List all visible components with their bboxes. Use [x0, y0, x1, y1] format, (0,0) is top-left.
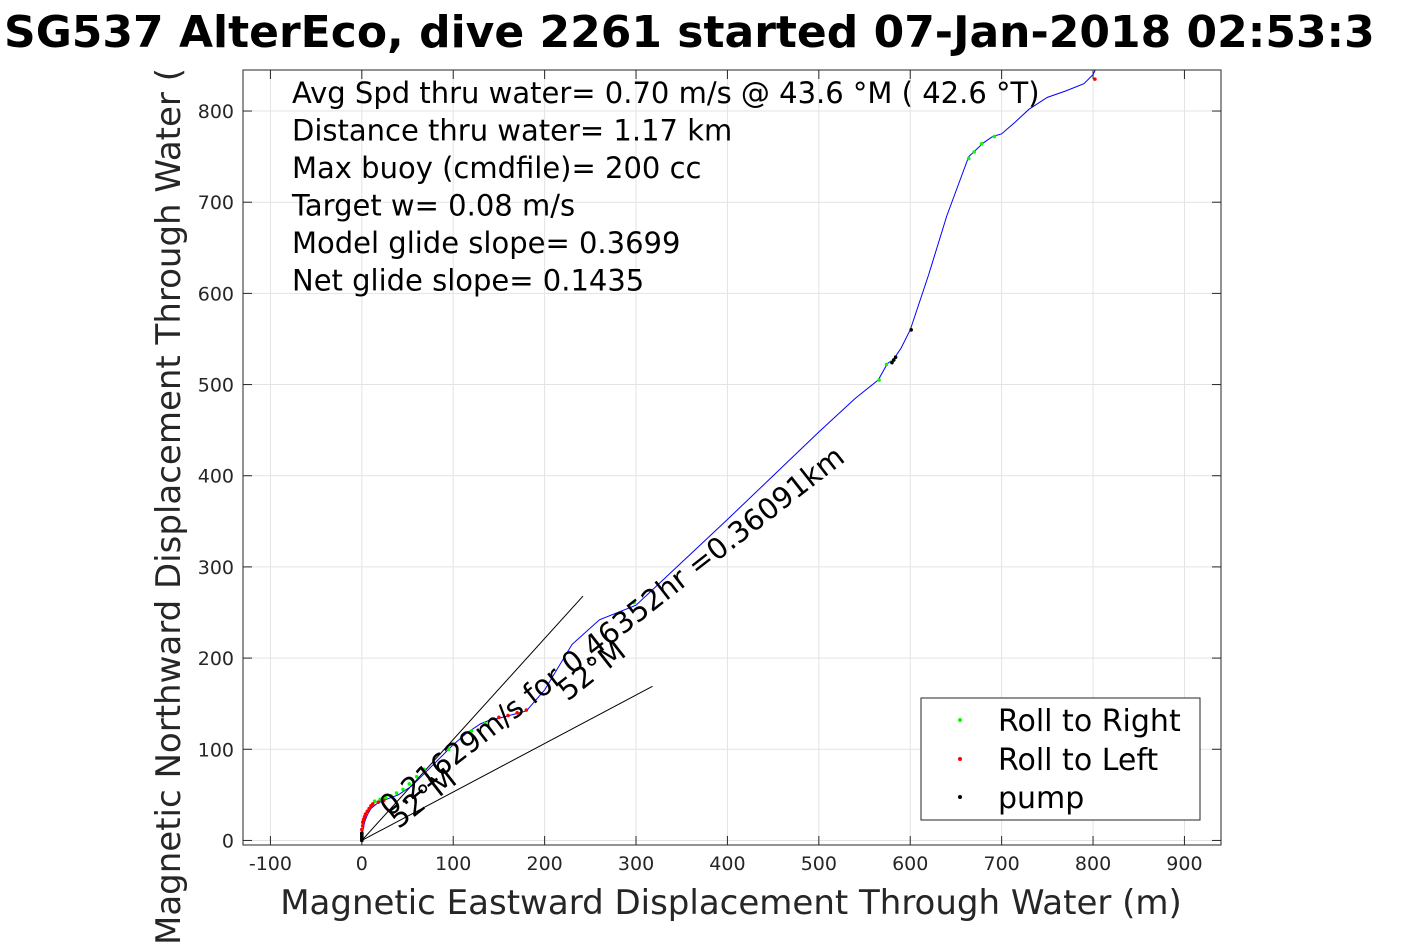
marker-roll-to-right	[483, 721, 488, 726]
y-tick-label: 100	[198, 739, 234, 761]
x-tick-label: -100	[249, 853, 292, 875]
y-tick-label: 700	[198, 192, 234, 214]
marker-roll-to-left	[360, 824, 365, 828]
marker-roll-to-left	[360, 820, 365, 825]
track-line	[361, 70, 1096, 841]
marker-roll-to-right	[884, 362, 889, 367]
legend-marker-pump	[958, 795, 962, 799]
y-tick-label: 500	[198, 375, 234, 397]
info-line-2: Max buoy (cmdfile)= 200 cc	[292, 151, 701, 185]
marker-roll-to-left	[361, 817, 366, 822]
marker-pump	[360, 831, 364, 835]
marker-roll-to-right	[972, 150, 977, 154]
legend: Roll to Right Roll to Left pump	[920, 697, 1201, 821]
info-text-block: Avg Spd thru water= 0.70 m/s @ 43.6 °M (…	[291, 76, 1040, 298]
track-line-group	[361, 70, 1096, 841]
x-tick-label: 0	[356, 853, 368, 875]
x-axis-label: Magnetic Eastward Displacement Through W…	[280, 883, 1182, 923]
y-tick-label: 400	[198, 466, 234, 488]
info-line-0: Avg Spd thru water= 0.70 m/s @ 43.6 °M (…	[292, 76, 1040, 110]
wedge-line-1	[361, 685, 653, 841]
marker-roll-to-left	[365, 809, 370, 814]
y-tick-label: 800	[198, 101, 234, 123]
marker-pump	[891, 358, 896, 362]
info-line-5: Net glide slope= 0.1435	[292, 264, 644, 298]
marker-roll-to-left	[506, 713, 510, 718]
marker-roll-to-left	[497, 715, 501, 720]
roll-pump-markers	[360, 77, 1097, 843]
marker-roll-to-right	[632, 600, 636, 605]
wedge-line-0	[361, 595, 584, 841]
marker-roll-to-right	[414, 774, 419, 779]
info-line-3: Target w= 0.08 m/s	[291, 189, 575, 223]
y-tick-label: 200	[198, 648, 234, 670]
x-tick-label: 600	[892, 853, 928, 875]
marker-roll-to-right	[394, 791, 399, 795]
marker-roll-to-left	[363, 812, 368, 816]
y-tick-label: 0	[222, 830, 234, 852]
legend-label-roll-left: Roll to Left	[998, 743, 1158, 778]
marker-roll-to-right	[372, 799, 377, 804]
x-tick-label: 700	[984, 853, 1020, 875]
marker-pump	[909, 328, 913, 332]
marker-roll-to-right	[422, 767, 426, 772]
marker-roll-to-right	[979, 142, 984, 146]
legend-marker-roll-right	[958, 718, 962, 722]
marker-roll-to-right	[401, 787, 405, 792]
plot-frame	[242, 69, 1222, 846]
legend-label-roll-right: Roll to Right	[998, 704, 1181, 739]
marker-roll-to-left	[370, 802, 375, 806]
marker-roll-to-right	[378, 797, 382, 802]
marker-roll-to-left	[376, 800, 381, 804]
y-tick-label: 600	[198, 283, 234, 305]
marker-roll-to-left	[524, 708, 529, 712]
info-line-4: Model glide slope= 0.3699	[292, 226, 680, 260]
x-axis-ticks: -100 0 100 200 300 400 500 600 700 800 900	[249, 70, 1203, 875]
marker-roll-to-left	[360, 827, 364, 832]
x-tick-label: 800	[1075, 853, 1111, 875]
x-tick-label: 200	[526, 853, 562, 875]
x-tick-label: 100	[435, 853, 471, 875]
legend-label-pump: pump	[998, 781, 1084, 816]
marker-roll-to-left	[362, 814, 367, 819]
chart-title: SG537 AlterEco, dive 2261 started 07-Jan…	[4, 7, 1375, 58]
y-axis-label: Magnetic Northward Displacement Through …	[149, 68, 189, 945]
marker-roll-to-right	[877, 378, 881, 382]
marker-pump	[893, 355, 898, 360]
marker-roll-to-left	[367, 806, 371, 811]
legend-marker-roll-left	[958, 757, 962, 761]
x-tick-label: 900	[1166, 853, 1202, 875]
x-tick-label: 400	[709, 853, 745, 875]
direction-wedge-lines	[361, 595, 653, 841]
legend-box	[920, 697, 1201, 821]
y-axis-ticks: 0 100 200 300 400 500 600 700 800	[198, 101, 1221, 852]
y-tick-label: 300	[198, 557, 234, 579]
marker-roll-to-left	[1093, 77, 1097, 81]
x-tick-label: 300	[618, 853, 654, 875]
marker-roll-to-left	[381, 798, 386, 803]
marker-pump	[890, 360, 894, 365]
marker-roll-to-right	[383, 795, 388, 800]
marker-roll-to-right	[992, 134, 997, 139]
marker-roll-to-right	[407, 782, 412, 786]
info-line-1: Distance thru water= 1.17 km	[292, 114, 732, 148]
marker-roll-to-right	[966, 156, 971, 161]
x-tick-label: 500	[801, 853, 837, 875]
marker-roll-to-left	[515, 710, 520, 715]
marker-roll-to-right	[446, 747, 451, 752]
marker-roll-to-right	[389, 793, 393, 798]
marker-roll-to-right	[469, 729, 474, 733]
